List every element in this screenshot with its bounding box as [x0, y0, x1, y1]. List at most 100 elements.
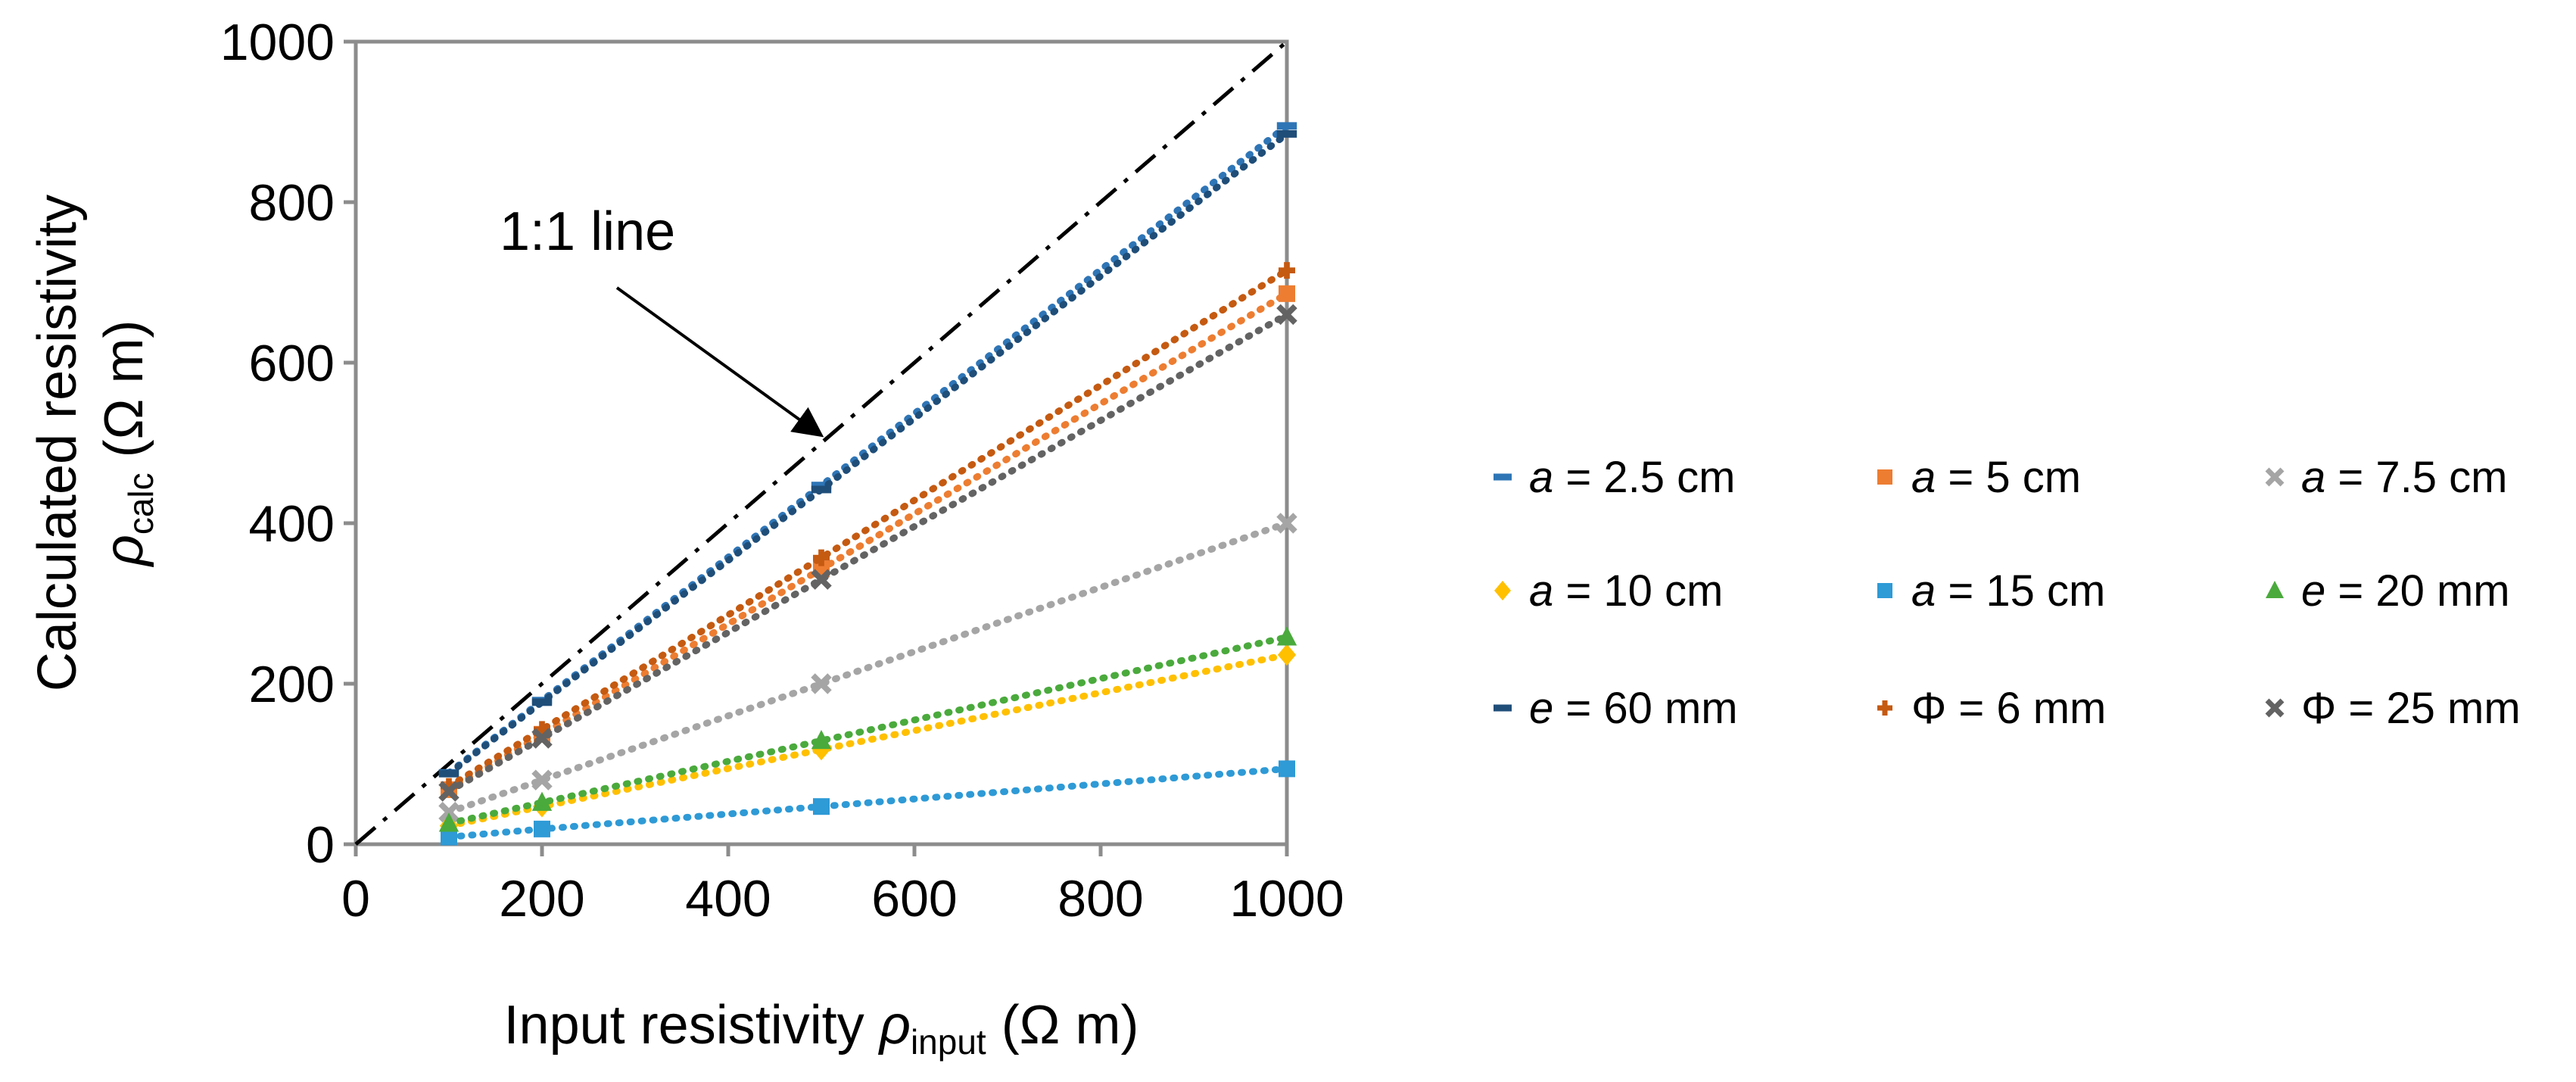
y-tick-label: 200 [249, 656, 335, 713]
data-point [531, 698, 553, 706]
legend-marker [2266, 581, 2284, 598]
data-point [1279, 262, 1295, 279]
legend-label-variable: a [1529, 453, 1553, 502]
legend-marker [1877, 700, 1892, 716]
series-line [445, 519, 1291, 816]
x-axis-title-subscript: input [911, 1022, 986, 1062]
legend-label-variable: e [1529, 684, 1553, 733]
series-line [445, 290, 1291, 794]
legend-label: a = 15 cm [1911, 566, 2105, 616]
legend-marker [1877, 469, 1892, 485]
x-tick-label: 200 [499, 870, 584, 928]
y-tick-label: 1000 [220, 14, 335, 71]
legend-label-value: = 2.5 cm [1553, 453, 1735, 502]
legend-label-value: Φ = 25 mm [2301, 684, 2521, 733]
annotation-label: 1:1 line [500, 201, 675, 262]
x-tick-label: 800 [1057, 870, 1143, 928]
legend-label: a = 7.5 cm [2301, 453, 2507, 502]
series-line [445, 267, 1291, 790]
data-point [531, 791, 553, 811]
legend-label-variable: e [2301, 566, 2325, 616]
data-point [438, 801, 459, 823]
legend-item-4: a = 15 cm [1877, 566, 2105, 616]
legend-label-value: Φ = 6 mm [1911, 684, 2106, 733]
legend-label: a = 2.5 cm [1529, 453, 1735, 502]
legend-marker [1877, 583, 1892, 598]
legend-item-3: a = 10 cm [1494, 566, 1723, 616]
legend-marker [1494, 704, 1512, 712]
legend-label: a = 5 cm [1911, 453, 2081, 502]
data-point [1276, 626, 1297, 646]
data-point [811, 738, 831, 761]
x-tick-label: 0 [341, 870, 370, 928]
legend-item-7: Φ = 6 mm [1877, 684, 2106, 733]
series-line [445, 765, 1291, 840]
legend-item-0: a = 2.5 cm [1494, 453, 1735, 502]
legend-item-6: e = 60 mm [1494, 684, 1738, 733]
data-point [441, 828, 457, 846]
y-tick-label: 800 [249, 174, 335, 232]
x-tick-label: 400 [685, 870, 771, 928]
x-axis-title-suffix: (Ω m) [986, 995, 1139, 1055]
y-tick-label: 0 [306, 816, 335, 874]
series-4 [441, 760, 1295, 846]
legend-label: e = 60 mm [1529, 684, 1738, 733]
legend-label-variable: a [1911, 566, 1936, 616]
data-point [438, 812, 459, 832]
legend-label: a = 10 cm [1529, 566, 1723, 616]
legend-item-5: e = 20 mm [2266, 566, 2510, 616]
data-point [813, 798, 830, 815]
reference-line-1-to-1 [354, 40, 1288, 846]
series-5 [438, 626, 1297, 832]
data-point [811, 482, 832, 490]
data-point [811, 729, 832, 750]
legend-label-variable: a [1529, 566, 1553, 616]
y-axis-title-line2: ρcalc (Ω m) [94, 320, 160, 568]
legend-label-value: = 15 cm [1936, 566, 2105, 616]
data-point [811, 485, 832, 494]
legend-label: Φ = 25 mm [2301, 684, 2521, 733]
data-point [1277, 644, 1297, 666]
data-point [1279, 285, 1295, 302]
legend-marker [1494, 581, 1511, 600]
plot-frame [354, 39, 1289, 847]
legend-label-value: = 10 cm [1553, 566, 1723, 616]
series-6 [438, 129, 1297, 778]
data-point [438, 781, 459, 802]
data-point [811, 569, 832, 590]
legend-marker [2265, 698, 2285, 718]
series-2 [438, 513, 1297, 823]
series-line [445, 310, 1291, 795]
legend-label-variable: a [2301, 453, 2325, 502]
data-point [531, 728, 553, 749]
legend-label: Φ = 6 mm [1911, 684, 2106, 733]
legend-label-variable: a [1911, 453, 1936, 502]
series-line [445, 634, 1291, 827]
data-point [1276, 129, 1297, 138]
data-point [1276, 122, 1297, 130]
data-point [813, 549, 830, 566]
legend-label-value: = 5 cm [1936, 453, 2081, 502]
x-axis-title-prefix: Input resistivity [504, 995, 880, 1055]
legend-label-value: = 20 mm [2325, 566, 2509, 616]
legend-label-value: = 60 mm [1553, 684, 1737, 733]
y-axis-title-suffix: (Ω m) [94, 320, 154, 473]
data-point [531, 769, 553, 790]
x-tick-label: 600 [871, 870, 957, 928]
data-point [1279, 760, 1295, 778]
x-axis-title-symbol: ρ [878, 995, 911, 1055]
data-point [534, 820, 550, 837]
legend-label: e = 20 mm [2301, 566, 2510, 616]
y-axis-title-line1: Calculated resistivity [27, 195, 88, 691]
annotation-arrow [615, 286, 824, 438]
data-point [1276, 513, 1297, 534]
data-point [438, 769, 459, 778]
data-point [811, 673, 832, 694]
y-tick-label: 600 [249, 335, 335, 392]
data-point [1276, 304, 1297, 326]
legend-marker [2265, 467, 2285, 487]
legend-item-1: a = 5 cm [1877, 453, 2081, 502]
legend-item-2: a = 7.5 cm [2265, 453, 2507, 502]
